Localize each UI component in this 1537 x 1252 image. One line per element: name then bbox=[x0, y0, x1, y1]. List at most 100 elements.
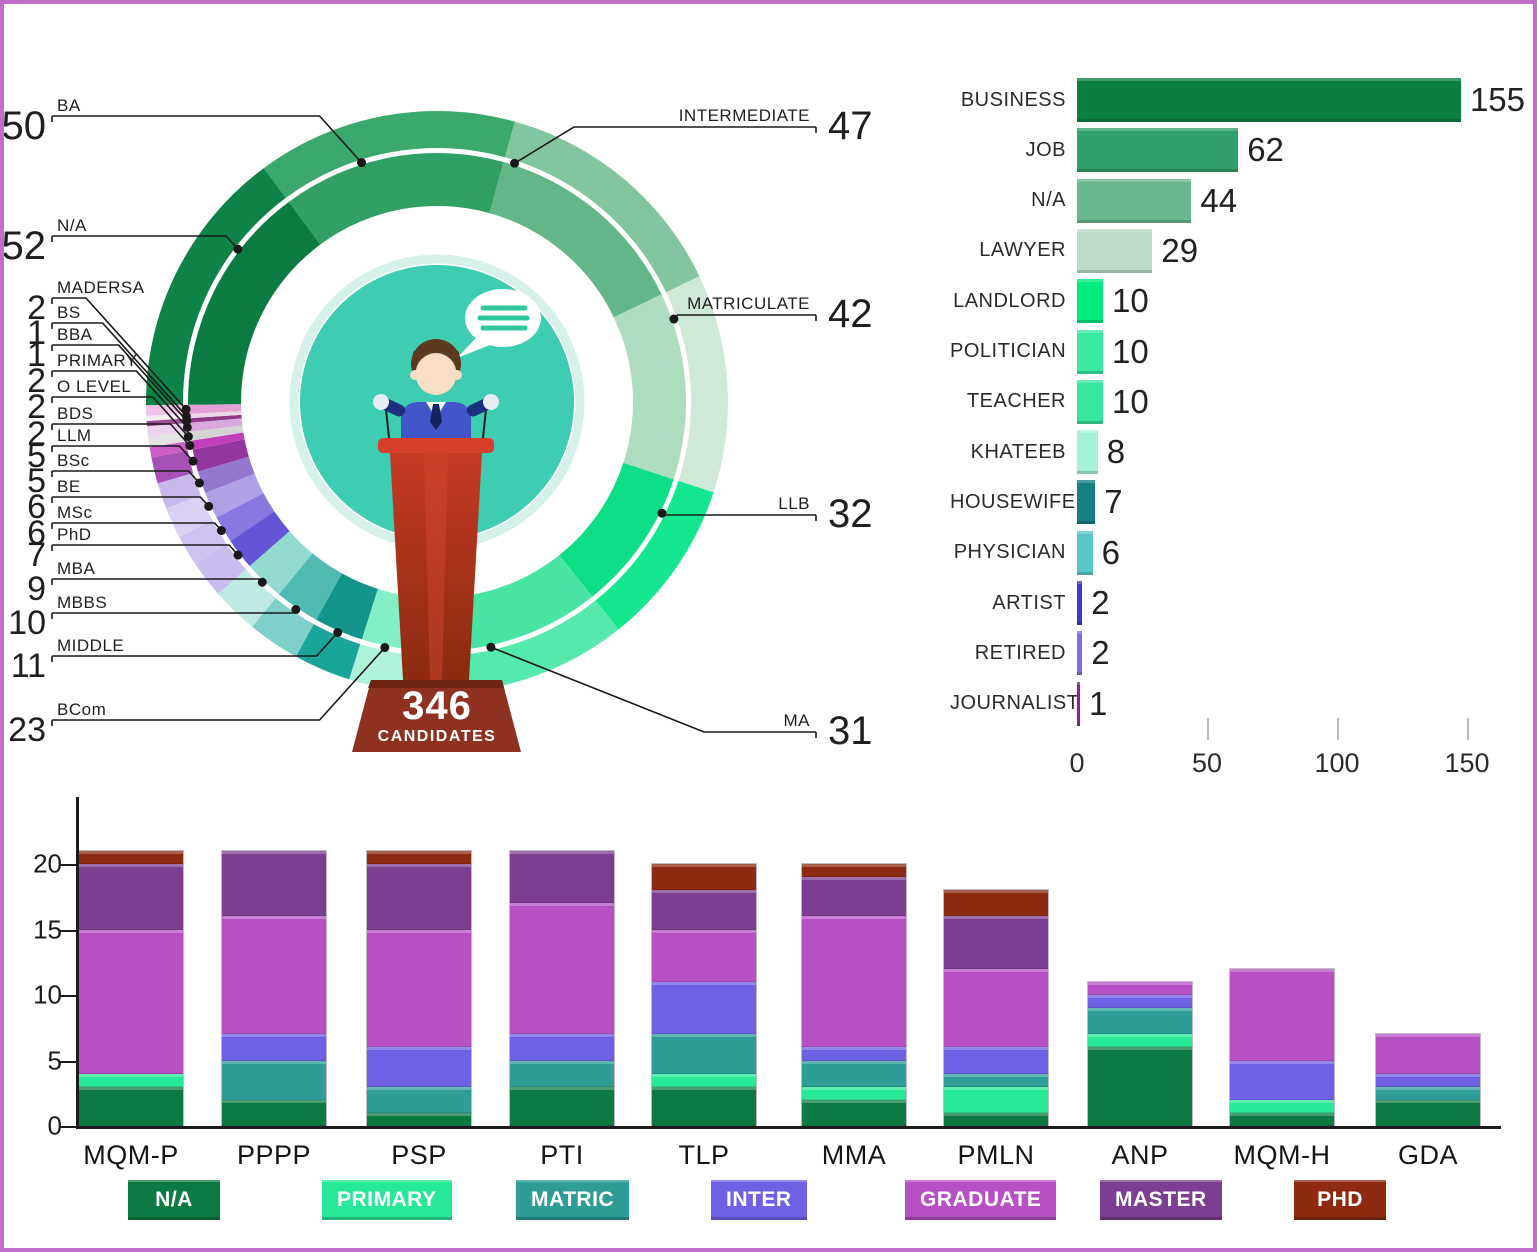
segment-GRADUATE bbox=[510, 903, 614, 1035]
segment-MATRIC bbox=[652, 1034, 756, 1074]
donut-segment bbox=[666, 276, 728, 493]
segment-N/A bbox=[802, 1099, 906, 1126]
donut-value-MBA: 9 bbox=[27, 570, 46, 608]
segment-INTER bbox=[802, 1047, 906, 1061]
segment-MATRIC bbox=[802, 1060, 906, 1087]
profession-bar bbox=[1077, 631, 1083, 676]
donut-segment bbox=[197, 456, 255, 494]
donut-label-BSc: BSc bbox=[57, 451, 90, 470]
profession-row-POLITICIAN: POLITICIAN 10 bbox=[950, 329, 1525, 374]
donut-segment bbox=[316, 573, 378, 640]
legend-item-PHD: PHD bbox=[1294, 1180, 1386, 1220]
profession-value: 10 bbox=[1112, 382, 1149, 420]
donut-segment bbox=[595, 480, 714, 630]
donut-segment bbox=[188, 201, 321, 405]
party-label-TLP: TLP bbox=[678, 1140, 730, 1170]
segment-GRADUATE bbox=[1230, 968, 1334, 1061]
professions-bar-chart: BUSINESS 155 JOB 62 N/A 44 LAWYER 29 LANDLORD 10 P… bbox=[950, 78, 1525, 778]
segment-PHD bbox=[652, 864, 756, 891]
axis-tick-label: 150 bbox=[1444, 748, 1490, 778]
donut-value-MADERSA: 2 bbox=[27, 289, 46, 327]
segment-PRIMARY bbox=[802, 1086, 906, 1100]
donut-value-MIDDLE: 11 bbox=[11, 647, 46, 685]
leader-dot bbox=[257, 577, 267, 587]
profession-row-JOB: JOB 62 bbox=[950, 128, 1525, 173]
y-tick-label: 15 bbox=[33, 914, 62, 944]
donut-segment bbox=[230, 511, 290, 567]
donut-value-BE: 6 bbox=[27, 488, 46, 526]
y-tick-label: 5 bbox=[47, 1045, 62, 1075]
y-tick-mark bbox=[60, 864, 76, 866]
y-tick-mark bbox=[60, 929, 76, 932]
y-tick-mark bbox=[60, 995, 76, 997]
profession-bar bbox=[1077, 581, 1083, 625]
lectern-body bbox=[390, 453, 482, 680]
segment-PRIMARY bbox=[652, 1073, 756, 1087]
donut-segment bbox=[157, 473, 201, 509]
donut-value-MATRICULATE: 42 bbox=[828, 292, 873, 336]
profession-label: PHYSICIAN bbox=[953, 541, 1066, 564]
segment-PHD bbox=[802, 864, 906, 878]
segment-N/A bbox=[510, 1086, 614, 1126]
donut-label-O LEVEL: O LEVEL bbox=[57, 377, 131, 396]
y-axis-line bbox=[76, 797, 79, 1129]
profession-value: 155 bbox=[1469, 81, 1525, 118]
profession-bar bbox=[1077, 228, 1153, 273]
profession-label: LANDLORD bbox=[953, 289, 1066, 312]
leader-dot bbox=[182, 422, 192, 432]
segment-MATRIC bbox=[944, 1073, 1048, 1087]
donut-label-LLB: LLB bbox=[778, 494, 810, 513]
leader-dot bbox=[183, 432, 193, 442]
segment-PRIMARY bbox=[944, 1086, 1048, 1113]
segment-INTER bbox=[1088, 995, 1192, 1009]
segment-PHD bbox=[944, 890, 1048, 917]
profession-label: N/A bbox=[1031, 189, 1066, 212]
donut-segment bbox=[295, 624, 361, 680]
donut-value-PRIMARY: 2 bbox=[27, 362, 46, 400]
pedestal bbox=[352, 680, 521, 752]
donut-segment bbox=[195, 543, 246, 594]
profession-bar bbox=[1077, 379, 1103, 424]
axis-tick-label: 100 bbox=[1314, 748, 1360, 778]
profession-row-RETIRED: RETIRED 2 bbox=[950, 631, 1525, 676]
party-bar-MQM-P bbox=[78, 849, 184, 1127]
donut-segment bbox=[179, 519, 227, 565]
leader-dot bbox=[204, 501, 214, 511]
donut-label-BS: BS bbox=[57, 303, 81, 322]
axis-tick-label: 0 bbox=[1069, 748, 1085, 778]
donut-segment bbox=[278, 553, 342, 620]
profession-row-JOURNALIST: JOURNALIST 1 bbox=[950, 681, 1525, 726]
legend-item-GRADUATE: GRADUATE bbox=[905, 1180, 1057, 1220]
segment-INTER bbox=[1376, 1073, 1480, 1087]
speech-lines-icon bbox=[477, 305, 530, 331]
leader-dot bbox=[216, 526, 226, 536]
segment-MATRIC bbox=[1376, 1086, 1480, 1100]
leader-dot bbox=[233, 550, 243, 560]
donut-label-MATRICULATE: MATRICULATE bbox=[687, 294, 810, 313]
segment-MATRIC bbox=[1088, 1008, 1192, 1035]
profession-label: POLITICIAN bbox=[950, 340, 1067, 362]
donut-segment bbox=[151, 450, 194, 484]
donut-segment bbox=[216, 493, 275, 541]
party-label-PMLN: PMLN bbox=[957, 1140, 1035, 1170]
donut-value-MSc: 6 bbox=[27, 514, 46, 552]
segment-MASTER bbox=[652, 890, 756, 930]
segment-N/A bbox=[367, 1112, 471, 1126]
segment-GRADUATE bbox=[802, 916, 906, 1048]
donut-segment bbox=[465, 600, 619, 692]
leader-dot bbox=[357, 158, 367, 168]
donut-segment bbox=[489, 162, 662, 318]
donut-value-BDS: 2 bbox=[27, 415, 46, 453]
leader-dot bbox=[194, 478, 204, 488]
donut-label-N/A: N/A bbox=[57, 216, 87, 235]
segment-PRIMARY bbox=[1088, 1034, 1192, 1048]
segment-MASTER bbox=[802, 877, 906, 917]
segment-MASTER bbox=[510, 850, 614, 904]
segment-MATRIC bbox=[367, 1086, 471, 1113]
segment-N/A bbox=[222, 1099, 326, 1126]
party-label-MQM-H: MQM-H bbox=[1233, 1140, 1331, 1170]
profession-value: 8 bbox=[1106, 433, 1126, 471]
donut-segment bbox=[249, 531, 313, 595]
face-icon bbox=[415, 353, 457, 395]
